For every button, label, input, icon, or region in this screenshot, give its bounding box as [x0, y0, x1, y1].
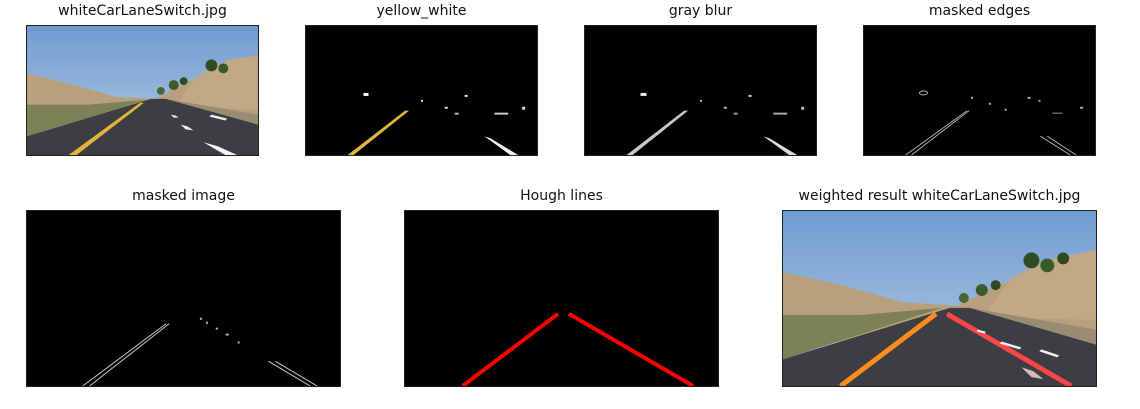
panel-title: yellow_white — [376, 3, 467, 19]
panel-title: gray blur — [668, 3, 733, 19]
panel-weighted-result: weighted result whiteCarLaneSwitch.jpg — [782, 188, 1097, 387]
image-weighted-result — [782, 210, 1097, 387]
panel-title: weighted result whiteCarLaneSwitch.jpg — [798, 188, 1081, 204]
panel-title: masked image — [132, 188, 235, 204]
panel-title: masked edges — [928, 3, 1031, 19]
panel-gray-blur: gray blur — [584, 3, 817, 156]
panel-original: whiteCarLaneSwitch.jpg — [26, 3, 259, 156]
panel-title: whiteCarLaneSwitch.jpg — [58, 3, 227, 19]
panel-masked-edges: masked edges — [863, 3, 1096, 156]
panel-masked-image: masked image — [26, 188, 341, 387]
image-masked-image — [26, 210, 341, 387]
panel-yellow-white: yellow_white — [305, 3, 538, 156]
image-gray-blur — [584, 25, 817, 156]
panel-hough-lines: Hough lines — [404, 188, 719, 387]
image-masked-edges — [863, 25, 1096, 156]
image-yellow-white — [305, 25, 538, 156]
image-original — [26, 25, 259, 156]
panel-title: Hough lines — [520, 188, 603, 204]
image-hough-lines — [404, 210, 719, 387]
